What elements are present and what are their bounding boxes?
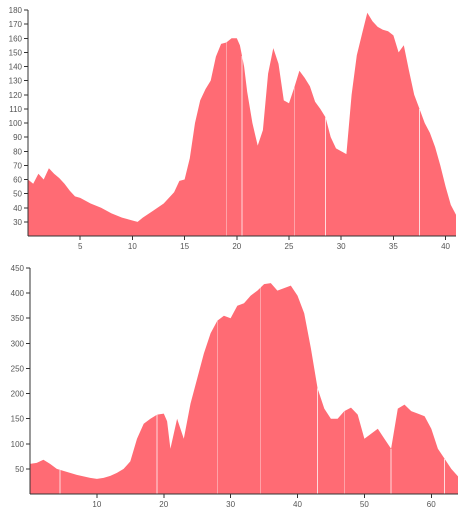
y-tick-label: 170 [9,20,23,29]
chart-2: 50 100 150 200 250 300 350 400 450 10 20 30 40 50 60 [11,264,458,509]
x-tick-label: 30 [226,500,235,509]
x-tick-label: 40 [441,242,450,251]
y-tick-label: 120 [9,91,23,100]
x-tick-label: 35 [389,242,398,251]
chart-1: 30 40 50 60 70 80 90 100 110 120 130 140 150 160 170 18… [9,6,456,251]
y-tick-label: 80 [13,147,22,156]
x-tick-label: 10 [92,500,101,509]
y-tick-label: 100 [9,119,23,128]
y-tick-label: 130 [9,77,23,86]
x-tick-label: 50 [360,500,369,509]
x-tick-label: 10 [128,242,137,251]
y-tick-label: 300 [11,339,25,348]
y-tick-label: 140 [9,63,23,72]
y-tick-label: 200 [11,390,25,399]
y-tick-label: 450 [11,264,25,273]
x-tick-label: 5 [78,242,83,251]
y-tick-label: 50 [13,190,22,199]
y-tick-label: 90 [13,133,22,142]
y-tick-label: 60 [13,176,22,185]
y-tick-label: 250 [11,364,25,373]
x-tick-label: 20 [232,242,241,251]
x-tick-label: 60 [427,500,436,509]
x-tick-label: 25 [285,242,294,251]
x-tick-label: 40 [293,500,302,509]
y-tick-label: 30 [13,218,22,227]
y-tick-label: 70 [13,161,22,170]
y-tick-label: 400 [11,289,25,298]
y-tick-label: 180 [9,6,23,15]
y-tick-label: 110 [9,105,22,114]
y-tick-label: 350 [11,314,25,323]
y-tick-label: 150 [9,48,23,57]
x-tick-label: 15 [180,242,189,251]
y-tick-label: 50 [15,465,24,474]
area-series-1 [30,283,458,494]
x-tick-label: 30 [337,242,346,251]
y-tick-label: 40 [13,204,22,213]
y-tick-label: 100 [11,440,25,449]
y-tick-label: 150 [11,415,25,424]
y-tick-label: 160 [9,34,23,43]
x-tick-label: 20 [159,500,168,509]
